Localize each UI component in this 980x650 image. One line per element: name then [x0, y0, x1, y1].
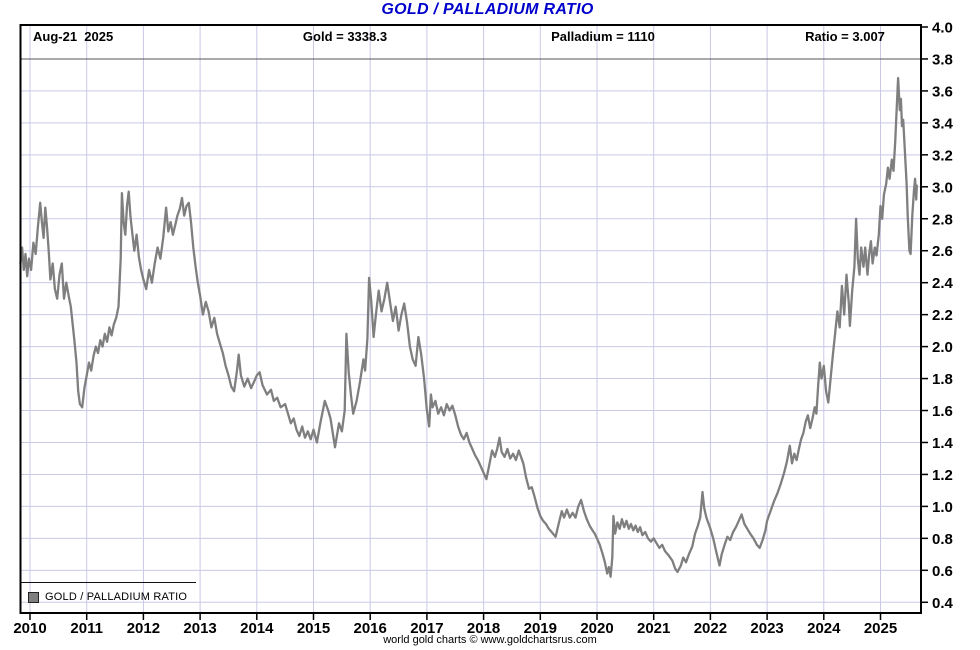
svg-text:2020: 2020 — [580, 620, 613, 637]
svg-text:1.8: 1.8 — [932, 371, 953, 388]
legend-swatch-icon — [28, 591, 39, 603]
header-palladium-value: Palladium = 1110 — [551, 29, 655, 44]
svg-text:1.4: 1.4 — [932, 435, 954, 452]
svg-text:2023: 2023 — [750, 620, 783, 637]
svg-text:0.8: 0.8 — [932, 531, 953, 548]
svg-text:4.0: 4.0 — [932, 20, 953, 37]
header-ratio-value: Ratio = 3.007 — [805, 29, 885, 44]
svg-text:3.2: 3.2 — [932, 147, 953, 164]
header-date: Aug-21 2025 — [33, 29, 114, 44]
legend-label: GOLD / PALLADIUM RATIO — [45, 591, 188, 603]
svg-text:2.4: 2.4 — [932, 275, 954, 292]
plot-border — [19, 24, 922, 614]
svg-text:3.8: 3.8 — [932, 51, 953, 68]
svg-text:2.6: 2.6 — [932, 243, 953, 260]
svg-text:1.6: 1.6 — [932, 403, 953, 420]
svg-text:3.6: 3.6 — [932, 83, 953, 100]
svg-text:2018: 2018 — [467, 620, 500, 637]
svg-text:0.6: 0.6 — [932, 563, 953, 580]
svg-text:2017: 2017 — [410, 620, 443, 637]
svg-text:1.2: 1.2 — [932, 467, 953, 484]
svg-text:2021: 2021 — [637, 620, 670, 637]
svg-text:2011: 2011 — [70, 620, 103, 637]
x-axis: 2010 2011 2012 2013 2014 2015 2016 2017 2018 2019… — [13, 613, 897, 637]
svg-text:2025: 2025 — [864, 620, 897, 637]
gridlines — [20, 25, 921, 613]
svg-text:2013: 2013 — [183, 620, 216, 637]
svg-text:2012: 2012 — [127, 620, 160, 637]
svg-text:2024: 2024 — [807, 620, 841, 637]
header-gold-value: Gold = 3338.3 — [302, 29, 388, 44]
svg-text:2.0: 2.0 — [932, 339, 953, 356]
ratio-line-series — [19, 76, 918, 578]
svg-text:2022: 2022 — [694, 620, 727, 637]
svg-text:2014: 2014 — [240, 620, 274, 637]
footer-credit: world gold charts © www.goldchartsrus.co… — [383, 634, 597, 646]
svg-text:3.0: 3.0 — [932, 179, 953, 196]
svg-text:1.0: 1.0 — [932, 499, 953, 516]
svg-text:2016: 2016 — [354, 620, 387, 637]
y-axis: 4.0 3.8 3.6 3.4 3.2 3.0 2.8 2.6 2.4 2.2 2.0 1.8 1.6 1… — [921, 20, 954, 612]
svg-text:0.4: 0.4 — [932, 595, 954, 612]
svg-text:2.2: 2.2 — [932, 307, 953, 324]
svg-text:2.8: 2.8 — [932, 211, 953, 228]
svg-text:3.4: 3.4 — [932, 115, 954, 132]
page-title: GOLD / PALLADIUM RATIO — [381, 1, 594, 18]
svg-text:2015: 2015 — [297, 620, 330, 637]
svg-text:2019: 2019 — [524, 620, 557, 637]
legend-box: GOLD / PALLADIUM RATIO — [21, 582, 196, 611]
svg-text:2010: 2010 — [13, 620, 46, 637]
